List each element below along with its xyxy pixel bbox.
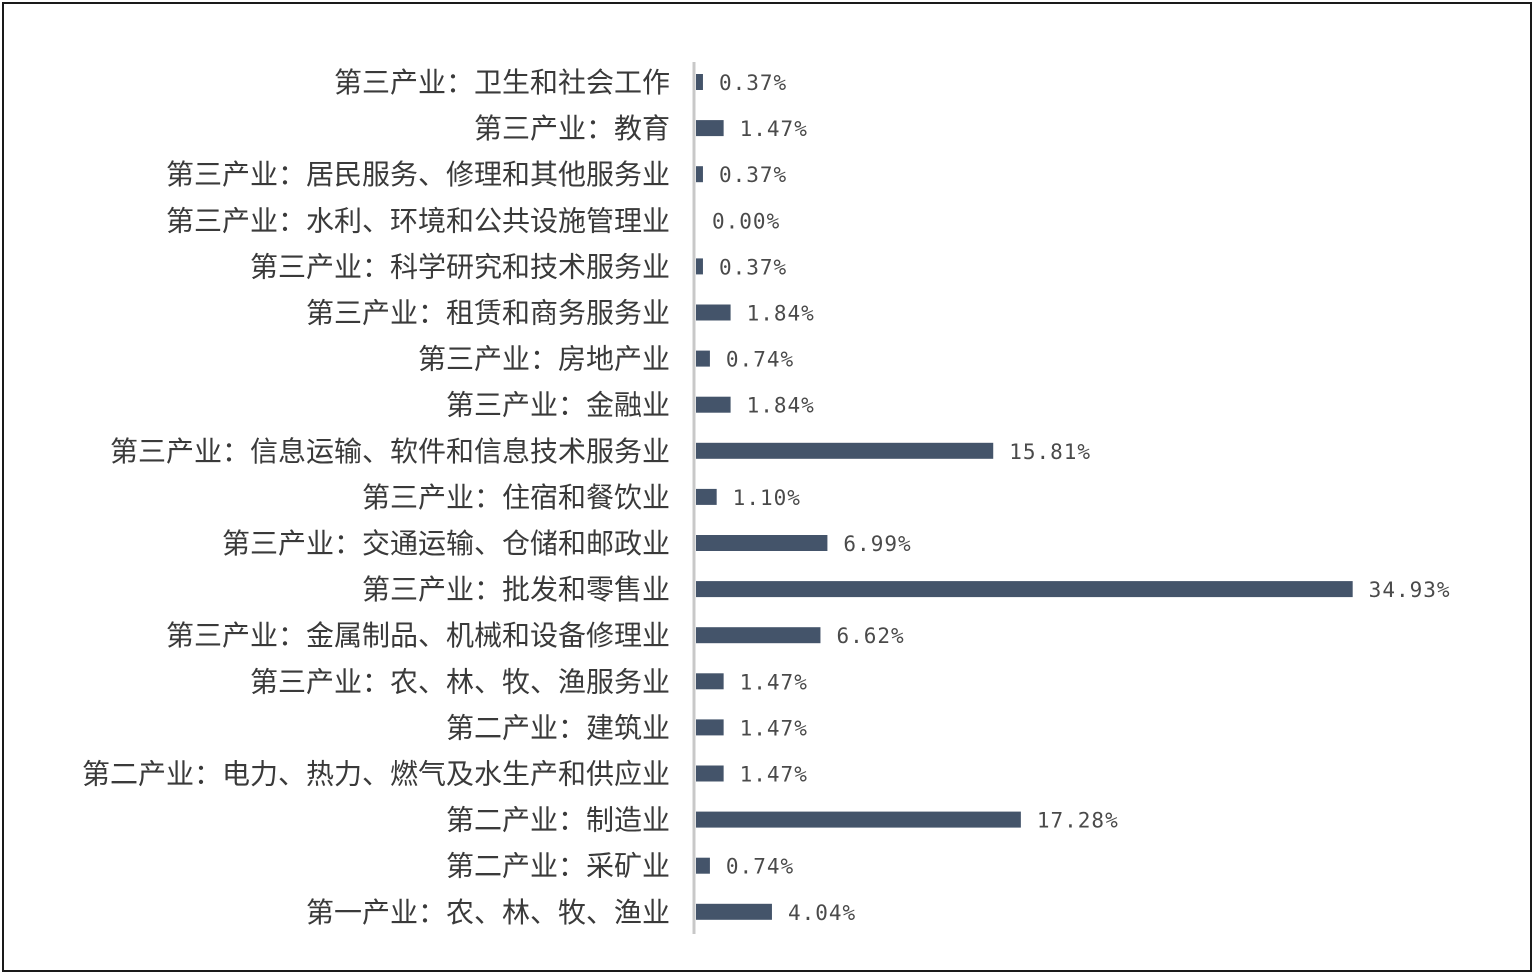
category-label: 第二产业：电力、热力、燃气及水生产和供应业 [82, 758, 670, 791]
bar [696, 488, 717, 505]
bar [696, 535, 828, 551]
bar [696, 581, 1353, 598]
data-label: 6.62% [836, 624, 904, 648]
category-label: 第三产业：批发和零售业 [362, 573, 670, 606]
data-label: 1.84% [747, 394, 815, 418]
category-label: 第二产业：建筑业 [446, 711, 670, 744]
data-label: 0.37% [719, 71, 787, 95]
category-label: 第三产业：居民服务、修理和其他服务业 [166, 158, 670, 191]
category-label: 第三产业：交通运输、仓储和邮政业 [222, 527, 670, 560]
bar [696, 719, 724, 736]
category-label: 第三产业：房地产业 [418, 343, 670, 376]
category-label: 第三产业：住宿和餐饮业 [362, 481, 670, 514]
bar [696, 166, 703, 183]
data-label: 1.84% [747, 302, 815, 326]
data-label: 0.37% [719, 163, 787, 187]
category-label: 第三产业：卫生和社会工作 [334, 66, 670, 99]
bar [696, 811, 1021, 828]
data-label: 4.04% [788, 901, 856, 925]
category-label: 第三产业：信息运输、软件和信息技术服务业 [110, 435, 670, 468]
data-label: 34.93% [1369, 578, 1451, 602]
data-label: 6.99% [843, 532, 911, 556]
bar-chart: 第三产业：卫生和社会工作 0.37% 第三产业：教育 1.47% 第三产业：居民服务、修… [82, 62, 1451, 934]
bar [696, 765, 724, 782]
bar [696, 627, 821, 644]
data-label: 0.74% [726, 855, 794, 879]
category-label: 第三产业：金融业 [446, 389, 670, 422]
data-label: 1.47% [740, 763, 808, 787]
data-label: 0.00% [712, 209, 780, 233]
data-label: 1.47% [740, 670, 808, 694]
category-label: 第三产业：水利、环境和公共设施管理业 [166, 204, 670, 237]
bar [696, 396, 731, 413]
bar [696, 258, 703, 275]
bar [696, 903, 772, 920]
data-label: 1.47% [740, 716, 808, 740]
bar [696, 673, 724, 690]
bar [696, 857, 710, 874]
category-label: 第三产业：金属制品、机械和设备修理业 [166, 619, 670, 652]
category-label: 第三产业：租赁和商务服务业 [306, 297, 670, 330]
category-label: 第二产业：采矿业 [446, 850, 670, 883]
data-label: 15.81% [1009, 440, 1091, 464]
bar [696, 74, 703, 90]
category-label: 第一产业：农、林、牧、渔业 [306, 896, 670, 929]
category-label: 第三产业：农、林、牧、渔服务业 [250, 665, 670, 698]
data-label: 1.10% [733, 486, 801, 510]
labels-layer: 第三产业：卫生和社会工作 0.37% 第三产业：教育 1.47% 第三产业：居民服务、修… [82, 66, 1451, 929]
category-label: 第三产业：教育 [474, 112, 670, 145]
data-label: 0.37% [719, 255, 787, 279]
category-label: 第二产业：制造业 [446, 804, 670, 837]
bars-layer [696, 74, 1353, 920]
bar [696, 304, 731, 321]
data-label: 0.74% [726, 348, 794, 372]
bar [696, 120, 724, 137]
data-label: 17.28% [1037, 809, 1119, 833]
bar [696, 442, 994, 459]
data-label: 1.47% [740, 117, 808, 141]
bar [696, 350, 710, 367]
category-label: 第三产业：科学研究和技术服务业 [250, 250, 670, 283]
